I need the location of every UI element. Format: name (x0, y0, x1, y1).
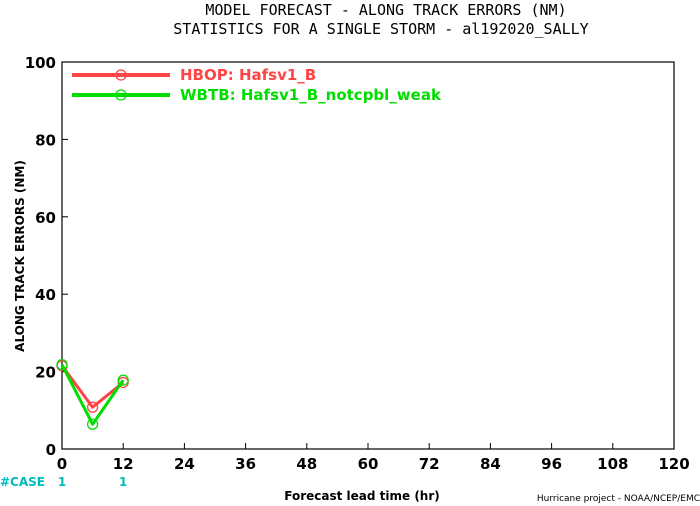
x-tick-label: 108 (597, 455, 628, 473)
case-label: #CASE (0, 475, 45, 489)
case-count: 1 (58, 475, 66, 489)
chart-subtitle: STATISTICS FOR A SINGLE STORM - al192020… (173, 20, 588, 38)
legend-label-1: HBOP: Hafsv1_B (180, 66, 316, 84)
series-line-2 (60, 363, 125, 426)
x-tick-label: 48 (296, 455, 317, 473)
series-layer (56, 358, 129, 430)
y-tick-label: 0 (46, 441, 56, 459)
legend-label-2: WBTB: Hafsv1_B_notcpbl_weak (180, 86, 442, 104)
y-tick-label: 80 (35, 131, 56, 149)
series-point-2 (56, 358, 68, 371)
x-tick-label: 84 (480, 455, 501, 473)
x-tick-label: 12 (113, 455, 134, 473)
legend-marker-2 (115, 89, 127, 101)
chart-title: MODEL FORECAST - ALONG TRACK ERRORS (NM) (205, 1, 566, 19)
y-axis-label: ALONG TRACK ERRORS (NM) (13, 160, 27, 352)
x-tick-label: 36 (235, 455, 256, 473)
y-tick-label: 100 (25, 54, 56, 72)
series-point-2 (117, 374, 129, 386)
series-point-2 (86, 418, 99, 430)
y-axis: 0 20 40 60 80 100 (25, 54, 68, 459)
legend-marker-1 (115, 69, 127, 81)
x-tick-label: 0 (57, 455, 67, 473)
x-tick-label: 120 (658, 455, 689, 473)
series-point-1 (86, 401, 99, 413)
x-tick-label: 24 (174, 455, 195, 473)
series-line-1 (60, 364, 125, 409)
x-axis-label: Forecast lead time (hr) (284, 489, 440, 503)
y-tick-label: 40 (35, 286, 56, 304)
y-tick-label: 20 (35, 364, 56, 382)
x-tick-label: 96 (541, 455, 562, 473)
y-tick-label: 60 (35, 209, 56, 227)
legend: HBOP: Hafsv1_B WBTB: Hafsv1_B_notcpbl_wea… (72, 66, 442, 104)
case-count: 1 (119, 475, 127, 489)
credit-text: Hurricane project - NOAA/NCEP/EMC (537, 494, 700, 504)
x-tick-label: 60 (358, 455, 379, 473)
x-tick-label: 72 (419, 455, 440, 473)
x-axis: 0 12 24 36 48 60 72 84 96 108 120 (57, 443, 690, 473)
plot-frame (61, 61, 675, 450)
